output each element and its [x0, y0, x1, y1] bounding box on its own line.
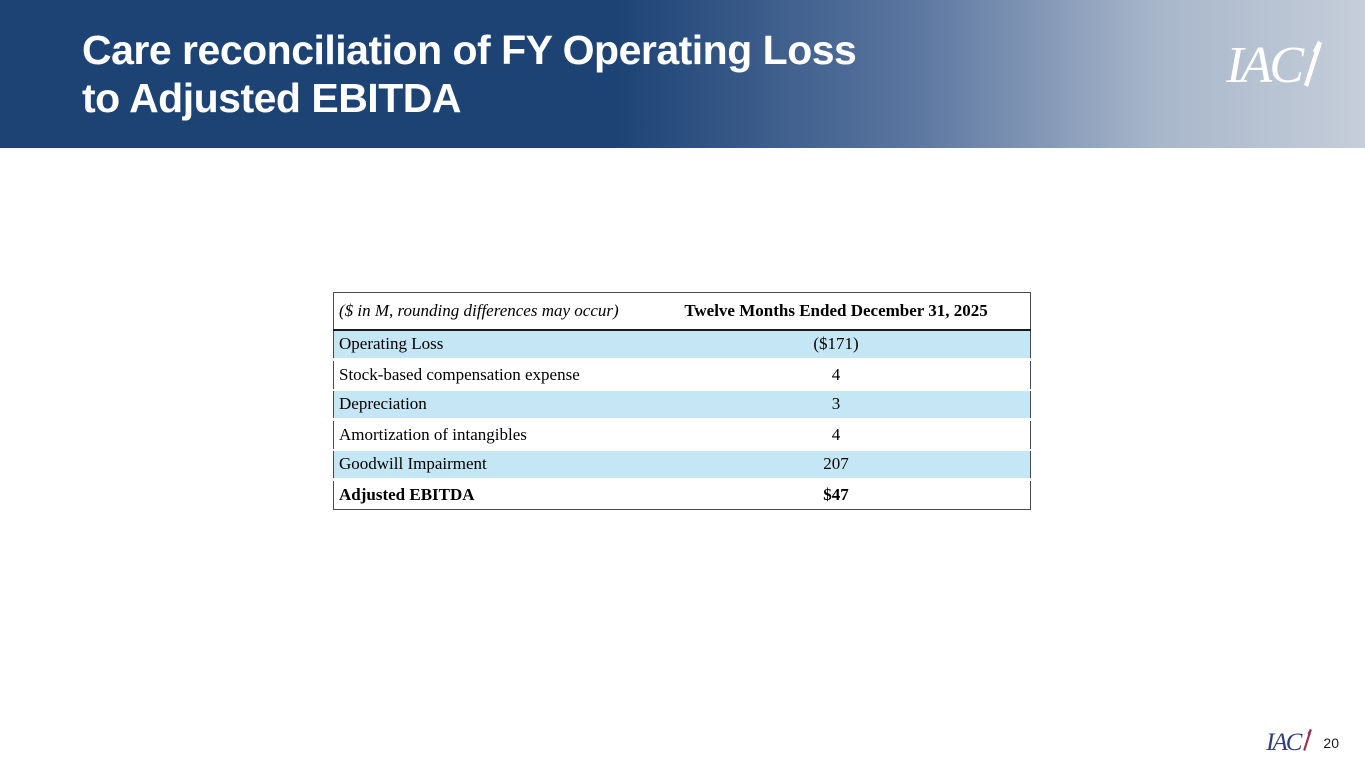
- slide-footer: IAC 20: [1266, 729, 1339, 756]
- table-header-row: ($ in M, rounding differences may occur)…: [333, 292, 1031, 331]
- row-label: Goodwill Impairment: [333, 448, 643, 481]
- row-value: ($171): [642, 329, 1031, 361]
- footer-iac-logo-slash-icon: [1302, 729, 1313, 756]
- table-row: Stock-based compensation expense 4: [334, 360, 1031, 390]
- table-body: Operating Loss ($171) Stock-based compensa…: [333, 329, 1031, 510]
- footer-iac-logo: IAC: [1266, 729, 1313, 756]
- row-label: Amortization of intangibles: [339, 424, 527, 444]
- table-note: ($ in M, rounding differences may occur): [333, 292, 643, 331]
- table-row: Goodwill Impairment 207: [333, 448, 1031, 481]
- slide-title: Care reconciliation of FY Operating Loss…: [82, 26, 857, 122]
- row-value: $47: [642, 478, 1031, 510]
- row-label: Stock-based compensation expense: [339, 364, 580, 384]
- reconciliation-table: ($ in M, rounding differences may occur)…: [333, 292, 1031, 510]
- table-row: Amortization of intangibles 4: [334, 420, 1031, 450]
- table-row: Adjusted EBITDA $47: [334, 478, 1031, 510]
- row-value: 3: [642, 388, 1031, 421]
- iac-logo: IAC: [1226, 40, 1323, 92]
- table-row: Operating Loss ($171): [333, 329, 1031, 361]
- page-number: 20: [1323, 734, 1339, 751]
- slide-title-line1: Care reconciliation of FY Operating Loss: [82, 27, 857, 73]
- row-value: 4: [831, 424, 841, 444]
- row-label: Adjusted EBITDA: [339, 485, 475, 504]
- row-value: 207: [642, 448, 1031, 481]
- footer-iac-logo-text: IAC: [1266, 729, 1302, 756]
- iac-logo-text: IAC: [1226, 37, 1304, 94]
- table-row: Depreciation 3: [333, 388, 1031, 421]
- row-label: Operating Loss: [333, 329, 643, 361]
- row-value: 4: [831, 364, 841, 384]
- slide-title-line2: to Adjusted EBITDA: [82, 75, 461, 121]
- iac-logo-slash-icon: [1303, 40, 1323, 92]
- row-label: Depreciation: [333, 388, 643, 421]
- header-banner: Care reconciliation of FY Operating Loss…: [0, 0, 1365, 148]
- table-period-header: Twelve Months Ended December 31, 2025: [642, 292, 1031, 331]
